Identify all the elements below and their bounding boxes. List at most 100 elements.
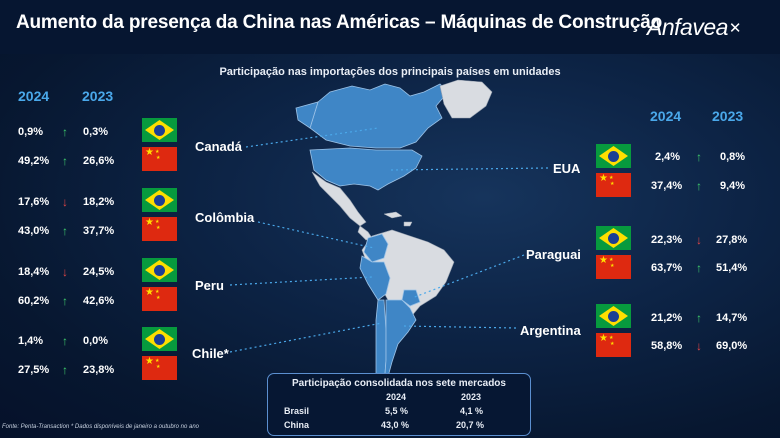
summary-china-2024: 43,0 % — [381, 420, 410, 430]
canada-china-2023: 26,6% — [83, 155, 115, 167]
leader-colombia — [257, 221, 375, 249]
country-label-chile: Chile* — [192, 346, 229, 361]
chile-brasil-2024: 1,4% — [18, 335, 44, 347]
summary-row-label-brasil: Brasil — [284, 406, 310, 416]
chile-brasil-2023: 0,0% — [83, 335, 109, 347]
arrow-down-icon: ↓ — [62, 195, 68, 209]
arrow-down-icon: ↓ — [62, 265, 68, 279]
chile-china-2024: 27,5% — [18, 364, 50, 376]
brazil-flag-icon — [142, 327, 177, 351]
arrow-down-icon: ↓ — [696, 233, 702, 247]
arrow-down-icon: ↓ — [696, 339, 702, 353]
brazil-flag-icon — [142, 188, 177, 212]
china-flag-icon: ★ ★ ★ — [596, 333, 631, 357]
country-label-paraguai: Paraguai — [526, 247, 581, 262]
colombia-brasil-2023: 18,2% — [83, 196, 115, 208]
header-bar: Aumento da presença da China nas América… — [0, 0, 780, 54]
canada-china-2024: 49,2% — [18, 155, 50, 167]
leader-canada — [245, 127, 379, 148]
summary-brasil-2023: 4,1 % — [460, 406, 484, 416]
brazil-flag-icon — [596, 304, 631, 328]
arrow-up-icon: ↑ — [62, 334, 68, 348]
arrow-up-icon: ↑ — [62, 125, 68, 139]
map-canada — [309, 83, 449, 149]
paraguai-china-2023: 51,4% — [716, 262, 748, 274]
chart-subtitle: Participação nas importações dos princip… — [219, 66, 561, 78]
map-caribbean — [383, 211, 413, 227]
page-title: Aumento da presença da China nas América… — [16, 12, 663, 33]
argentina-brasil-2024: 21,2% — [651, 312, 683, 324]
colombia-brasil-2024: 17,6% — [18, 196, 50, 208]
map-greenland — [439, 79, 493, 119]
eua-china-2023: 9,4% — [720, 180, 746, 192]
logo-text: Anfavea — [647, 14, 728, 40]
summary-brasil-2024: 5,5 % — [385, 406, 409, 416]
brazil-flag-icon — [142, 258, 177, 282]
brazil-flag-icon — [596, 144, 631, 168]
peru-brasil-2023: 24,5% — [83, 266, 115, 278]
china-flag-icon: ★ ★ ★ — [596, 255, 631, 279]
map-argentina — [383, 299, 417, 389]
canada-brasil-2024: 0,9% — [18, 126, 44, 138]
china-flag-icon: ★ ★ ★ — [142, 147, 177, 171]
year-header-2023-right: 2023 — [712, 108, 744, 124]
paraguai-brasil-2024: 22,3% — [651, 234, 683, 246]
eua-brasil-2023: 0,8% — [720, 151, 746, 163]
peru-china-2024: 60,2% — [18, 295, 50, 307]
anfavea-logo: Anfavea✕ — [647, 14, 741, 41]
arrow-up-icon: ↑ — [62, 224, 68, 238]
map-colombia — [363, 233, 389, 263]
logo-mark-icon: ✕ — [728, 20, 742, 37]
paraguai-brasil-2023: 27,8% — [716, 234, 748, 246]
leader-eua — [389, 167, 549, 171]
source-footnote: Fonte: Penta-Transaction * Dados disponí… — [2, 424, 200, 430]
summary-header-2024: 2024 — [386, 392, 407, 402]
brazil-flag-icon — [596, 226, 631, 250]
peru-china-2023: 42,6% — [83, 295, 115, 307]
colombia-china-2024: 43,0% — [18, 225, 50, 237]
map-alaska — [295, 101, 319, 129]
country-label-colombia: Colômbia — [195, 210, 255, 225]
arrow-up-icon: ↑ — [62, 363, 68, 377]
year-header-2023-left: 2023 — [82, 88, 114, 104]
eua-brasil-2024: 2,4% — [655, 151, 681, 163]
arrow-up-icon: ↑ — [62, 154, 68, 168]
arrow-up-icon: ↑ — [696, 179, 702, 193]
chile-china-2023: 23,8% — [83, 364, 115, 376]
china-flag-icon: ★ ★ ★ — [142, 287, 177, 311]
summary-china-2023: 20,7 % — [456, 420, 485, 430]
summary-header-2023: 2023 — [461, 392, 482, 402]
map-mexico — [311, 171, 367, 227]
year-header-2024-left: 2024 — [18, 88, 50, 104]
paraguai-china-2024: 63,7% — [651, 262, 683, 274]
arrow-up-icon: ↑ — [696, 311, 702, 325]
argentina-brasil-2023: 14,7% — [716, 312, 748, 324]
china-flag-icon: ★ ★ ★ — [142, 356, 177, 380]
peru-brasil-2024: 18,4% — [18, 266, 50, 278]
map-paraguay — [401, 289, 421, 307]
summary-title: Participação consolidada nos sete mercad… — [292, 378, 506, 389]
colombia-china-2023: 37,7% — [83, 225, 115, 237]
country-label-canada: Canadá — [195, 139, 242, 154]
brazil-flag-icon — [142, 118, 177, 142]
leader-peru — [229, 276, 373, 286]
leader-argentina — [401, 325, 517, 329]
china-flag-icon: ★ ★ ★ — [596, 173, 631, 197]
year-header-2024-right: 2024 — [650, 108, 682, 124]
canada-brasil-2023: 0,3% — [83, 126, 109, 138]
argentina-china-2024: 58,8% — [651, 340, 683, 352]
arrow-up-icon: ↑ — [696, 261, 702, 275]
arrow-up-icon: ↑ — [696, 150, 702, 164]
arrow-up-icon: ↑ — [62, 294, 68, 308]
leader-chile — [229, 322, 383, 353]
summary-row-label-china: China — [284, 420, 310, 430]
argentina-china-2023: 69,0% — [716, 340, 748, 352]
country-label-eua: EUA — [553, 161, 581, 176]
map-peru — [359, 255, 391, 301]
map-usa — [309, 147, 423, 191]
eua-china-2024: 37,4% — [651, 180, 683, 192]
china-flag-icon: ★ ★ ★ — [142, 217, 177, 241]
country-label-peru: Peru — [195, 278, 224, 293]
consolidated-summary-box: Participação consolidada nos sete mercad… — [267, 373, 531, 436]
